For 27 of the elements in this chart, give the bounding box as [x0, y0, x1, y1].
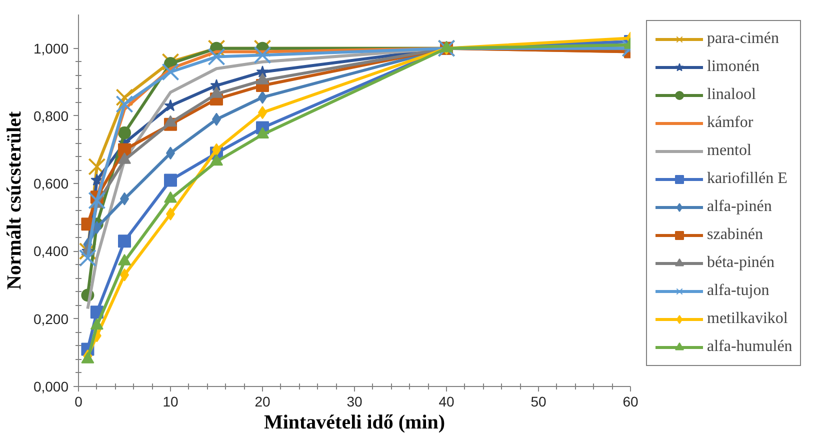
- x-tick-label: 20: [254, 394, 270, 410]
- y-tick-label: 0,800: [33, 108, 69, 124]
- legend-label: kámfor: [707, 113, 754, 133]
- x-axis-title: Mintavételi idő (min): [264, 412, 446, 434]
- legend-label: béta-pinén: [707, 253, 775, 273]
- x-tick-label: 10: [162, 394, 178, 410]
- x-tick-label: 60: [622, 394, 638, 410]
- y-tick-label: 1,000: [33, 40, 69, 56]
- legend-label: para-cimén: [707, 29, 779, 49]
- y-axis-title: Normált csúcsterület: [3, 111, 26, 290]
- legend-label: alfa-tujon: [707, 281, 770, 301]
- x-tick-label: 50: [530, 394, 546, 410]
- legend-label: limonén: [707, 57, 760, 77]
- legend-label: szabinén: [707, 225, 763, 245]
- legend-label: mentol: [707, 141, 752, 161]
- legend-label: alfa-humulén: [707, 337, 792, 357]
- legend-label: alfa-pinén: [707, 197, 772, 217]
- y-tick-label: 0,400: [33, 243, 69, 260]
- legend-label: linalool: [707, 85, 756, 105]
- legend-label: kariofillén E: [707, 169, 788, 189]
- x-tick-label: 40: [438, 394, 454, 410]
- x-tick-label: 30: [346, 394, 362, 410]
- x-tick-label: 0: [74, 394, 83, 410]
- y-tick-label: 0,600: [33, 176, 69, 192]
- y-tick-label: 0,200: [33, 310, 69, 327]
- y-tick-label: 0,000: [33, 378, 69, 394]
- legend-label: metilkavikol: [707, 309, 788, 329]
